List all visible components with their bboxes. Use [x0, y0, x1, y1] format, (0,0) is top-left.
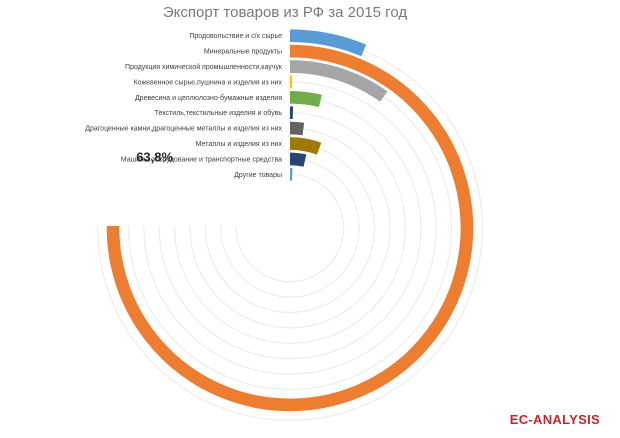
category-label: Продовольствие и с/х сырье	[189, 33, 282, 40]
data-label: 63,8%	[136, 149, 173, 164]
category-label: Драгоценные камни,драгоценные металлы и …	[85, 126, 282, 133]
category-labels: Продовольствие и с/х сырье Минеральные пр…	[85, 33, 283, 179]
data-labels: 63,8%	[136, 149, 173, 164]
ring-bar	[289, 60, 388, 102]
category-label: Древесина и целлюлозно-бумажные изделия	[135, 94, 282, 102]
ring-bar	[289, 90, 322, 108]
ring-bar	[289, 29, 367, 57]
ring-bar	[289, 121, 305, 136]
category-label: Минеральные продукты	[204, 49, 282, 56]
ring-bars	[106, 29, 474, 412]
ring-bar	[289, 137, 322, 155]
category-label: Машины,оборудование и транспортные средс…	[121, 155, 282, 163]
watermark-brand: EC-ANALYSIS	[510, 412, 600, 427]
label-panel	[20, 24, 289, 226]
category-label: Металлы и изделия из них	[196, 141, 283, 148]
category-label: Другие товары	[234, 172, 282, 179]
ring-bar	[106, 44, 474, 412]
category-label: Текстиль,текстильные изделия и обувь	[155, 109, 283, 117]
category-label: Продукция химической промышленности,кауч…	[125, 63, 283, 71]
chart-title: Экспорт товаров из РФ за 2015 год	[163, 4, 407, 21]
ring-bar	[289, 152, 307, 167]
category-label: Кожевенное сырье,пушнина и изделия из ни…	[134, 79, 283, 86]
